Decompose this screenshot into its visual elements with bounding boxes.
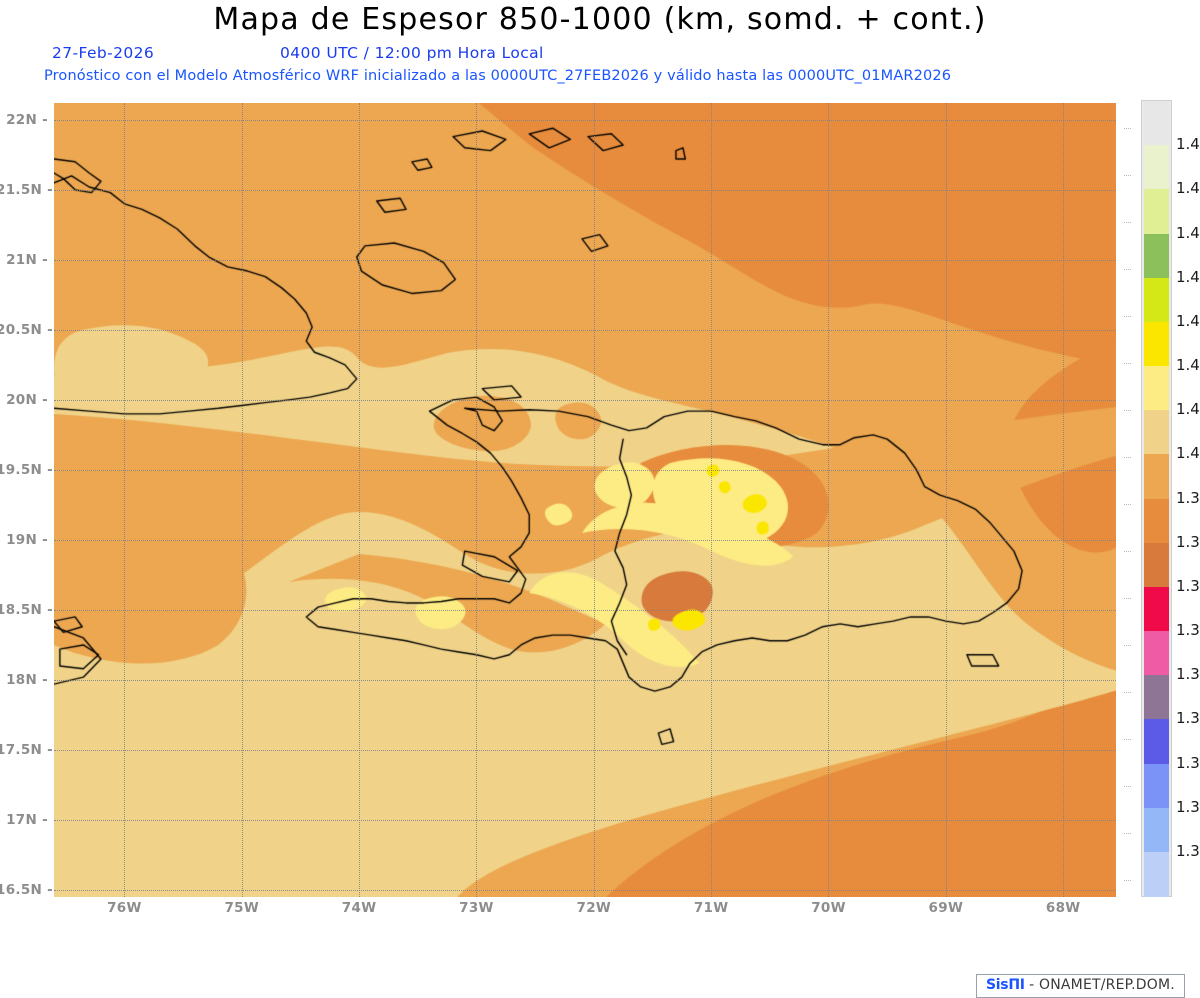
colorbar-band — [1144, 631, 1169, 676]
colorbar-tick-stub — [1124, 175, 1131, 176]
colorbar-band — [1144, 101, 1169, 146]
x-tick-label: 70W — [811, 900, 846, 916]
colorbar-band — [1144, 233, 1169, 279]
colorbar-tick-stub — [1124, 880, 1131, 881]
colorbar-tick-label: 1.404 — [1176, 444, 1200, 463]
x-tick-label: 68W — [1045, 900, 1081, 916]
colorbar-band — [1144, 454, 1169, 500]
colorbar-tick-label: 1.428 — [1176, 267, 1200, 286]
y-tick-label: 19N - — [6, 531, 48, 548]
y-tick-label: 18N - — [6, 671, 48, 688]
sispi-logo: SisПI — [986, 977, 1025, 993]
colorbar-tick-stub — [1124, 410, 1131, 411]
colorbar-band — [1144, 277, 1169, 323]
x-tick-label: 71W — [693, 900, 729, 916]
colorbar-tick-label: 1.374 — [1176, 665, 1200, 684]
colorbar-tick-stubs — [1122, 100, 1138, 897]
watermark-org: - ONAMET/REP.DOM. — [1029, 977, 1175, 993]
y-axis-labels: 22N - 21.5N - 21N - 20.5N - 20N - 19.5N - 19N … — [0, 103, 54, 898]
colorbar-band — [1144, 851, 1169, 897]
thickness-contour-map[interactable] — [54, 103, 1116, 897]
colorbar-tick-stub — [1124, 833, 1131, 834]
colorbar-band — [1144, 542, 1169, 588]
colorbar-tick-stub — [1124, 128, 1131, 129]
y-tick-label: 17N - — [6, 811, 48, 828]
x-tick-label: 76W — [107, 900, 142, 916]
x-tick-label: 72W — [576, 900, 612, 916]
colorbar-tick-label: 1.416 — [1176, 356, 1200, 374]
colorbar-tick-stub — [1124, 504, 1131, 505]
colorbar-tick-label: 1.386 — [1176, 576, 1200, 595]
colorbar-tick-label: 1.446 — [1176, 135, 1200, 154]
y-tick-label: 22N - — [6, 111, 48, 128]
colorbar-band — [1144, 321, 1169, 367]
forecast-date: 27-Feb-2026 — [52, 44, 155, 62]
y-tick-label: 20.5N - — [0, 321, 54, 338]
colorbar-tick-stub — [1124, 222, 1131, 223]
colorbar-tick-labels: 1.446 1.44 1.434 1.428 1.422 1.416 1.41 1.404 1.… — [1173, 100, 1200, 897]
y-tick-label: 19.5N - — [0, 461, 54, 478]
colorbar-tick-label: 1.422 — [1176, 311, 1200, 330]
x-tick-label: 69W — [928, 900, 964, 916]
colorbar-tick-label: 1.398 — [1176, 488, 1200, 507]
colorbar-tick-stub — [1124, 692, 1131, 693]
watermark-badge: SisПI - ONAMET/REP.DOM. — [976, 974, 1185, 998]
colorbar-band — [1144, 763, 1169, 809]
colorbar-band — [1144, 498, 1169, 544]
y-tick-label: 18.5N - — [0, 601, 54, 618]
colorbar-band — [1144, 410, 1169, 455]
colorbar-tick-stub — [1124, 645, 1131, 646]
colorbar-tick-stub — [1124, 786, 1131, 787]
colorbar-tick-stub — [1124, 598, 1131, 599]
colorbar-tick-stub — [1124, 457, 1131, 458]
colorbar-tick-stub — [1124, 739, 1131, 740]
y-tick-label: 16.5N - — [0, 881, 54, 898]
y-tick-label: 17.5N - — [0, 741, 54, 758]
colorbar-tick-stub — [1124, 269, 1131, 270]
colorbar-tick-stub — [1124, 363, 1131, 364]
x-tick-label: 74W — [341, 900, 377, 916]
forecast-time: 0400 UTC / 12:00 pm Hora Local — [280, 44, 544, 62]
colorbar-band — [1144, 586, 1169, 632]
colorbar-band — [1144, 719, 1169, 765]
page-title: Mapa de Espesor 850-1000 (km, somd. + co… — [213, 2, 987, 37]
colorbar-tick-label: 1.41 — [1176, 400, 1200, 419]
colorbar[interactable] — [1141, 100, 1172, 897]
y-tick-label: 20N - — [6, 391, 48, 408]
forecast-time-line: 27-Feb-2026 0400 UTC / 12:00 pm Hora Loca… — [52, 44, 1152, 62]
colorbar-tick-stub — [1124, 316, 1131, 317]
map-panel[interactable]: SisПI - ONAMET/REP.DOM. — [54, 103, 1185, 998]
colorbar-band — [1144, 807, 1169, 853]
colorbar-tick-label: 1.44 — [1176, 179, 1200, 198]
colorbar-band — [1144, 366, 1169, 411]
colorbar-tick-label: 1.362 — [1176, 753, 1200, 772]
colorbar-tick-label: 1.434 — [1176, 223, 1200, 242]
colorbar-band — [1144, 145, 1169, 190]
colorbar-tick-label: 1.368 — [1176, 709, 1200, 728]
y-tick-label: 21.5N - — [0, 181, 54, 198]
colorbar-tick-label: 1.38 — [1176, 621, 1200, 639]
colorbar-tick-stub — [1124, 551, 1131, 552]
colorbar-band — [1144, 189, 1169, 235]
x-axis-labels: 76W 75W 74W 73W 72W 71W 70W 69W 68W — [54, 900, 1116, 924]
colorbar-tick-label: 1.392 — [1176, 532, 1200, 551]
y-tick-label: 21N - — [6, 251, 48, 268]
colorbar-tick-label: 1.35 — [1176, 841, 1200, 860]
colorbar-band — [1144, 675, 1169, 720]
model-description: Pronóstico con el Modelo Atmosférico WRF… — [44, 68, 952, 84]
x-tick-label: 75W — [224, 900, 260, 916]
x-tick-label: 73W — [459, 900, 494, 916]
colorbar-tick-label: 1.356 — [1176, 797, 1200, 816]
